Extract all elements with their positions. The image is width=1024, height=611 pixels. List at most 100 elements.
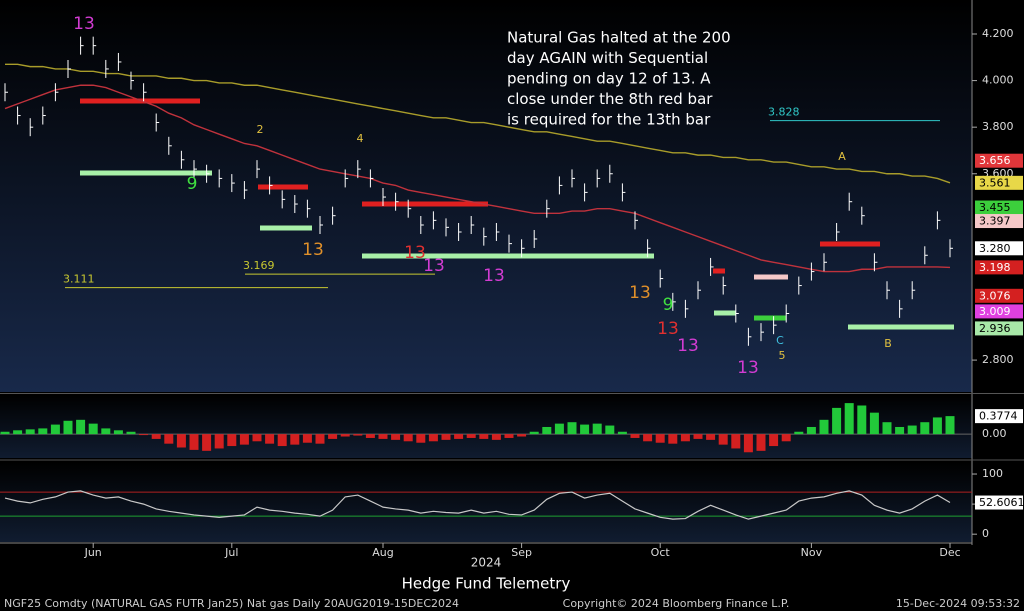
histogram-bar [554,423,564,435]
histogram-bar [25,429,35,435]
histogram-bar [781,434,791,442]
price-tag-label: 3.076 [979,289,1011,302]
histogram-bar [743,434,753,453]
price-tag-label: 3.455 [979,201,1011,214]
annotation-text: close under the 8th red bar [507,90,713,108]
price-panel [0,0,972,392]
last-value-tag [975,409,1023,424]
histogram-bar [378,434,388,439]
histogram-bar [769,434,779,447]
price-tag-label: 3.561 [979,176,1011,189]
y-tick-label: 100 [982,467,1003,480]
histogram-bar [416,434,426,443]
histogram-bar [302,434,312,443]
histogram-bar [13,430,23,435]
histogram-bar [252,434,262,442]
rsi-panel [0,462,972,542]
histogram-panel [0,395,972,458]
sequential-count: 13 [629,283,651,303]
price-tag [975,288,1023,303]
y-tick-label: 0.00 [982,427,1007,440]
histogram-bar [479,434,489,439]
histogram-bar [76,419,86,435]
histogram-bar [441,434,451,440]
histogram-bar [50,424,60,435]
price-tag [975,260,1023,275]
sequential-count: 13 [404,243,426,263]
price-tag [975,200,1023,215]
footer-center: Copyright© 2024 Bloomberg Finance L.P. [563,597,790,610]
y-tick-label: 2.800 [982,353,1014,366]
histogram-bar [718,434,728,445]
histogram-bar [529,431,539,435]
histogram-bar [605,425,615,435]
histogram-bar [882,422,892,435]
histogram-bar [365,434,375,438]
moving-average [5,63,951,184]
histogram-bar [706,434,716,440]
price-tag-label: 3.280 [979,242,1011,255]
histogram-bar [277,434,287,447]
price-tag [975,153,1023,168]
histogram-bar [869,412,879,435]
histogram-bar [630,434,640,438]
histogram-bar [214,434,224,449]
histogram-bar [668,434,678,444]
histogram-bar [617,431,627,435]
price-tag [975,304,1023,319]
y-tick-label: 4.000 [982,74,1014,87]
histogram-bar [328,434,338,439]
price-tag-label: 2.936 [979,322,1011,335]
sequential-count: 13 [657,319,679,339]
histogram-bar [857,405,867,435]
histogram-bar [517,434,527,437]
histogram-bar [819,419,829,435]
sequential-count: 13 [677,336,699,356]
histogram-bar [0,431,10,435]
sequential-count: 9 [187,174,198,194]
histogram-bar [353,434,363,436]
x-tick-label: Oct [651,546,671,559]
sequential-count: 9 [663,295,674,315]
histogram-bar [101,428,111,435]
histogram-bar [491,434,501,440]
rsi-line [4,490,951,520]
histogram-bar [454,434,464,439]
histogram-bar [164,434,174,444]
histogram-bar [945,416,955,435]
histogram-bar [907,425,917,435]
last-value-label: 0.3774 [979,410,1018,423]
histogram-bar [391,434,401,440]
x-tick-label: Aug [372,546,393,559]
histogram-bar [580,424,590,435]
histogram-bar [151,434,161,439]
price-tag [975,214,1023,229]
level-label: 3.169 [243,259,275,272]
histogram-bar [290,434,300,445]
sequential-count: 13 [423,256,445,276]
price-tag-label: 3.198 [979,261,1011,274]
histogram-bar [895,426,905,435]
sequential-count: C [776,334,784,347]
histogram-bar [428,434,438,442]
price-tag-label: 3.397 [979,215,1011,228]
level-label: 3.828 [768,106,800,119]
histogram-bar [655,434,665,443]
histogram-bar [265,434,275,444]
histogram-bar [756,434,766,451]
x-tick-label: Sep [511,546,532,559]
histogram-bar [643,434,653,442]
histogram-bar [239,434,249,445]
histogram-bar [592,423,602,435]
histogram-bar [832,407,842,435]
histogram-bar [680,434,690,442]
histogram-bar [806,426,816,435]
footer-left: NGF25 Comdty (NATURAL GAS FUTR Jan25) Na… [4,597,459,610]
histogram-bar [794,431,804,435]
moving-average [4,84,951,273]
histogram-bar [202,434,212,451]
histogram-bar [189,434,199,450]
histogram-bar [63,420,73,435]
sequential-count: 13 [73,14,95,34]
histogram-bar [542,426,552,435]
